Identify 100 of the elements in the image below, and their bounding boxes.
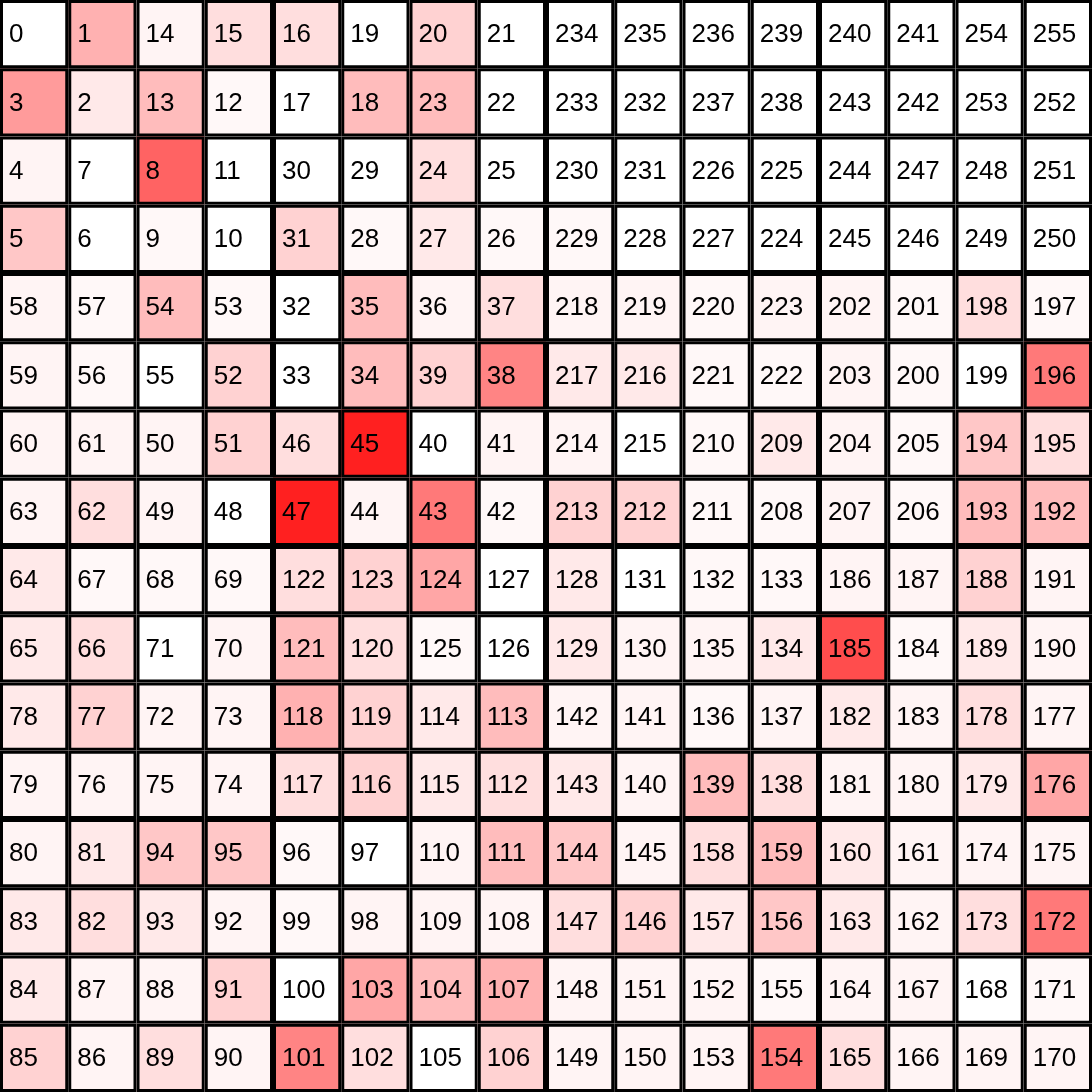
data-label: 247 (896, 154, 940, 185)
data-label: 62 (77, 496, 107, 527)
data-label: 52 (213, 359, 243, 390)
data-label: 34 (350, 359, 380, 390)
data-label: 45 (350, 427, 380, 458)
data-label: 147 (555, 905, 599, 936)
data-label: 196 (1032, 359, 1077, 390)
data-label: 65 (9, 632, 38, 663)
data-label: 71 (145, 632, 175, 663)
data-label: 128 (555, 564, 599, 595)
data-label: 173 (964, 905, 1008, 936)
data-label: 216 (623, 359, 667, 390)
data-label: 30 (282, 154, 311, 185)
data-label: 29 (350, 154, 380, 185)
data-label: 64 (9, 564, 38, 595)
data-label: 224 (759, 223, 804, 254)
data-label: 104 (418, 973, 462, 1004)
data-label: 153 (691, 1042, 735, 1073)
data-label: 97 (350, 837, 380, 868)
data-label: 222 (759, 359, 804, 390)
data-label: 209 (759, 427, 804, 458)
data-label: 184 (896, 632, 940, 663)
data-label: 171 (1032, 973, 1077, 1004)
data-label: 234 (555, 18, 599, 49)
data-label: 223 (759, 291, 804, 322)
data-label: 189 (964, 632, 1008, 663)
data-label: 228 (623, 223, 667, 254)
data-label: 211 (691, 496, 733, 527)
data-label: 178 (964, 700, 1008, 731)
data-label: 107 (486, 973, 531, 1004)
data-label: 9 (145, 223, 160, 254)
data-label: 206 (896, 496, 940, 527)
data-label: 37 (486, 291, 516, 322)
data-label: 233 (555, 86, 599, 117)
data-label: 159 (759, 837, 804, 868)
data-label: 41 (486, 427, 516, 458)
data-label: 144 (555, 837, 599, 868)
data-label: 109 (418, 905, 462, 936)
data-label: 142 (555, 700, 599, 731)
data-label: 76 (77, 769, 107, 800)
data-label: 22 (486, 86, 516, 117)
data-label: 26 (486, 223, 516, 254)
data-label: 102 (350, 1042, 394, 1073)
data-label: 143 (555, 769, 599, 800)
data-label: 205 (896, 427, 940, 458)
data-label: 8 (145, 154, 160, 185)
data-label: 90 (213, 1042, 243, 1073)
data-label: 119 (350, 700, 392, 731)
data-label: 124 (418, 564, 462, 595)
data-label: 125 (418, 632, 462, 663)
data-label: 207 (828, 496, 872, 527)
data-label: 11 (213, 154, 241, 185)
data-label: 39 (418, 359, 448, 390)
data-label: 87 (77, 973, 107, 1004)
data-label: 195 (1032, 427, 1077, 458)
data-label: 135 (691, 632, 735, 663)
data-label: 94 (145, 837, 175, 868)
data-label: 186 (828, 564, 872, 595)
data-label: 50 (145, 427, 175, 458)
data-label: 145 (623, 837, 667, 868)
data-label: 14 (145, 18, 175, 49)
data-label: 15 (213, 18, 243, 49)
data-label: 214 (555, 427, 599, 458)
data-label: 236 (691, 18, 735, 49)
data-label: 165 (828, 1042, 872, 1073)
data-label: 4 (9, 154, 24, 185)
data-label: 132 (691, 564, 735, 595)
data-label: 183 (896, 700, 940, 731)
data-label: 82 (77, 905, 107, 936)
data-label: 244 (828, 154, 872, 185)
data-label: 168 (964, 973, 1008, 1004)
data-label: 243 (828, 86, 872, 117)
data-label: 235 (623, 18, 667, 49)
data-label: 197 (1032, 291, 1077, 322)
data-label: 179 (964, 769, 1008, 800)
data-label: 245 (828, 223, 872, 254)
data-label: 248 (964, 154, 1008, 185)
data-label: 48 (213, 496, 243, 527)
data-label: 190 (1032, 632, 1077, 663)
data-label: 134 (759, 632, 804, 663)
data-label: 53 (213, 291, 243, 322)
data-label: 237 (691, 86, 735, 117)
data-label: 238 (759, 86, 804, 117)
data-label: 5 (9, 223, 24, 254)
data-label: 44 (350, 496, 380, 527)
data-label: 174 (964, 837, 1008, 868)
data-label: 73 (213, 700, 243, 731)
data-label: 12 (213, 86, 243, 117)
data-label: 131 (623, 564, 667, 595)
data-label: 85 (9, 1042, 38, 1073)
data-label: 49 (145, 496, 175, 527)
data-label: 36 (418, 291, 448, 322)
data-label: 86 (77, 1042, 107, 1073)
data-label: 187 (896, 564, 940, 595)
data-label: 40 (418, 427, 448, 458)
data-label: 239 (759, 18, 804, 49)
data-label: 108 (486, 905, 531, 936)
data-label: 148 (555, 973, 599, 1004)
data-label: 246 (896, 223, 940, 254)
data-label: 226 (691, 154, 735, 185)
